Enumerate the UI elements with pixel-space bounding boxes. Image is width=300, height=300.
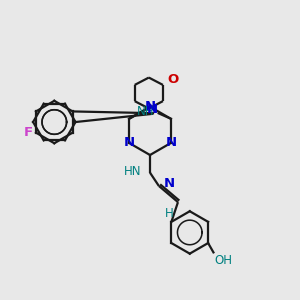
- Text: N: N: [165, 136, 176, 149]
- Text: N: N: [144, 100, 156, 113]
- Text: H: H: [165, 206, 173, 220]
- Text: OH: OH: [214, 254, 232, 267]
- Text: N: N: [147, 103, 158, 116]
- Text: N: N: [124, 136, 135, 149]
- Text: NH: NH: [137, 105, 155, 118]
- Text: HN: HN: [124, 165, 141, 178]
- Text: N: N: [164, 177, 175, 190]
- Text: O: O: [167, 73, 178, 85]
- Text: F: F: [24, 126, 33, 139]
